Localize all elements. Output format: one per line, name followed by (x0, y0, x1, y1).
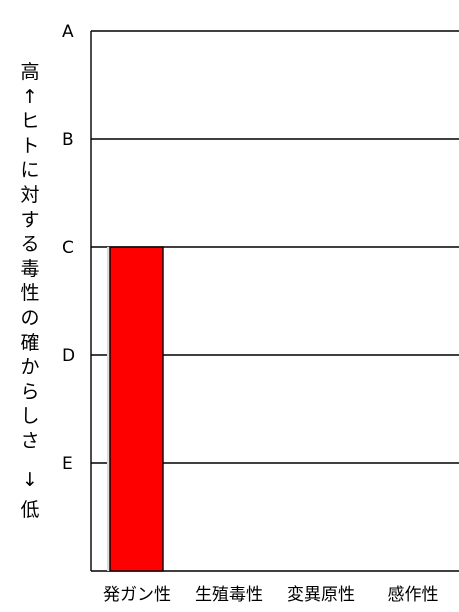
y-label-up-arrow: ↑ (22, 85, 38, 108)
y-label-down-arrow: ↓ (22, 468, 38, 491)
y-axis-label: 高 ↑ ヒトに対する毒性の確からしさ ↓ 低 (16, 60, 44, 523)
y-tick-label: A (62, 22, 74, 42)
y-label-char: さ (20, 429, 40, 452)
y-tick-label: D (62, 346, 75, 366)
y-label-bottom: 低 (20, 499, 40, 522)
y-label-char: す (20, 208, 40, 231)
y-label-char: の (20, 306, 40, 329)
y-label-text: ヒトに対する毒性の確からしさ (20, 109, 39, 453)
y-tick-label: B (62, 130, 74, 150)
y-label-char: る (20, 233, 40, 256)
y-label-top: 高 (20, 61, 40, 83)
y-label-char: 毒 (20, 257, 40, 280)
y-label-char: 確 (20, 331, 40, 354)
bar-shadow (107, 247, 110, 571)
y-label-char: ト (20, 134, 40, 157)
y-label-char: 対 (20, 183, 40, 206)
y-label-char: に (20, 159, 40, 182)
plot-area: A B C D E 発ガン性 生殖毒性 変異原性 感作性 (62, 22, 459, 605)
x-tick-label: 生殖毒性 (195, 585, 263, 605)
y-label-char: し (20, 405, 40, 428)
x-tick-label: 変異原性 (287, 585, 355, 605)
y-label-char: か (20, 356, 40, 379)
y-tick-label: C (62, 238, 74, 258)
x-tick-label: 感作性 (388, 585, 439, 605)
y-label-char: ら (20, 380, 40, 403)
y-label-char: 性 (20, 282, 40, 305)
y-tick-label: E (62, 454, 73, 474)
y-label-char: ヒ (20, 110, 40, 133)
x-tick-label: 発ガン性 (103, 585, 171, 605)
bar (109, 246, 164, 572)
